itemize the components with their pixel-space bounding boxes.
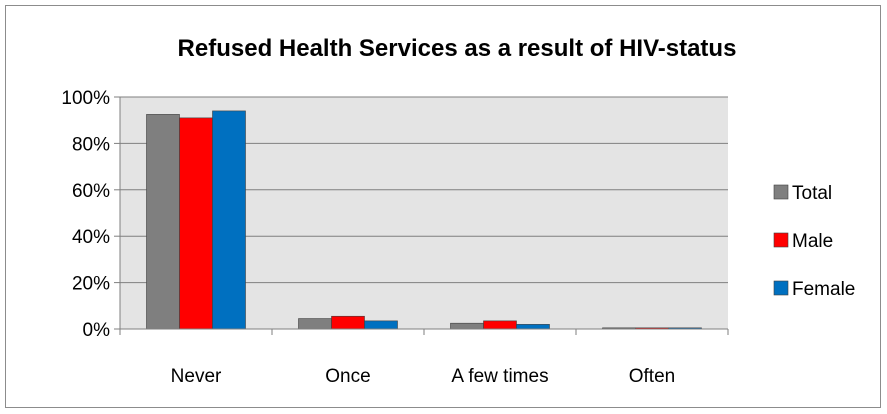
y-tick-label: 20% (72, 274, 110, 295)
y-tick-label: 40% (72, 227, 110, 248)
bar-male-never (179, 117, 213, 330)
x-tick-label: Never (171, 366, 222, 387)
x-tick-label: Once (325, 366, 370, 387)
legend-swatch-male (773, 232, 789, 248)
chart-title: Refused Health Services as a result of H… (178, 35, 737, 62)
legend-label-female: Female (792, 279, 855, 300)
legend: Total Male Female (773, 183, 855, 300)
bar-female-a-few-times (516, 324, 550, 330)
legend-label-total: Total (792, 183, 832, 204)
bar-female-never (212, 110, 246, 330)
x-tick-label: Often (629, 366, 675, 387)
legend-swatch-total (773, 184, 789, 200)
y-tick-label: 0% (83, 320, 111, 341)
bar-male-a-few-times (483, 320, 517, 330)
bar-total-once (298, 318, 332, 330)
bar-total-a-few-times (450, 322, 484, 330)
bar-female-once (364, 320, 398, 330)
bar-male-once (331, 315, 365, 330)
y-tick-label: 80% (72, 134, 110, 155)
bar-total-never (146, 114, 180, 330)
plot-area: 0% 20% 40% 60% 80% 100% Never Once A few times Of… (61, 88, 729, 387)
y-tick-label: 100% (61, 88, 110, 109)
x-tick-label: A few times (451, 366, 548, 387)
y-tick-label: 60% (72, 181, 110, 202)
legend-label-male: Male (792, 231, 833, 252)
legend-swatch-female (773, 280, 789, 296)
